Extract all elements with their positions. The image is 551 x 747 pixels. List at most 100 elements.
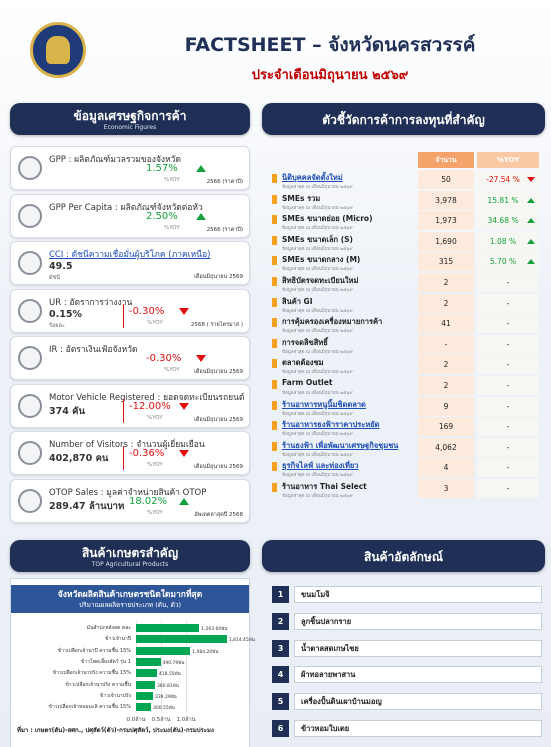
economic-card: UR : อัตราการว่างงาน 0.15% ร้อยละ -0.30% %YO… <box>10 288 250 333</box>
item-number: 1 <box>272 586 289 603</box>
x-tick-label: 1.0ล้าน <box>176 717 196 723</box>
row-yoy: - <box>477 334 539 354</box>
row-yoy: - <box>477 479 539 498</box>
card-yoy-unit: %YOY <box>164 224 180 231</box>
section-header <box>10 540 250 572</box>
row-name: ร้านธงฟ้า เพื่อพัฒนาเศรษฐกิจชุมชน <box>282 440 399 450</box>
bar <box>136 691 153 700</box>
row-yoy: - <box>477 417 539 437</box>
economic-card: IR : อัตราเงินเฟ้อจังหวัด -0.30% %YOY เดือน… <box>10 336 250 380</box>
card-value: 402,870 คน <box>49 453 109 464</box>
value-label: 1,084.20พัน <box>192 649 219 655</box>
row-note: ข้อมูลล่าสุด ณ เดือนมิถุนายน ๒๕๖๙ <box>282 308 353 314</box>
row-yoy: -27.54 % <box>477 170 539 189</box>
card-period: เดือนมิถุนายน 2569 <box>193 464 243 470</box>
row-bullet <box>272 318 277 328</box>
row-bullet <box>272 297 277 307</box>
row-value: - <box>418 334 474 354</box>
card-label: OTOP Sales : มูลค่าจำหน่ายสินค้า OTOP <box>49 487 207 498</box>
card-yoy-unit: %YOY <box>147 319 163 326</box>
card-value-unit: ร้อยละ <box>49 322 65 329</box>
value-label: 418.55พัน <box>158 672 181 678</box>
row-bullet <box>272 483 277 492</box>
card-label: Motor Vehicle Registered : ยอดจดทะเบียนร… <box>49 392 245 403</box>
card-period: 2566 (ราคาปี) <box>206 179 243 185</box>
row-yoy: - <box>477 437 539 457</box>
card-yoy-unit: %YOY <box>164 177 180 183</box>
card-icon <box>18 346 42 370</box>
row-note: ข้อมูลล่าสุด ณ เดือนมิถุนายน ๒๕๖๙ <box>282 452 353 458</box>
economic-card: Motor Vehicle Registered : ยอดจดทะเบียนร… <box>10 383 250 428</box>
card-period: 2568 ( รายไตรมาส ) <box>190 321 243 328</box>
divider <box>123 303 124 328</box>
row-name: Farm Outlet <box>282 378 333 387</box>
trend-arrow <box>527 218 535 224</box>
trend-arrow <box>527 197 535 203</box>
section-title: ข้อมูลเศรษฐกิจการค้า <box>73 109 187 123</box>
row-yoy: - <box>477 396 539 416</box>
section-subtitle: Economic Figures <box>103 124 157 131</box>
item-name: ขนมโมจิ <box>294 586 542 603</box>
row-value: 50 <box>418 170 474 189</box>
row-yoy: 1.08 % <box>477 231 539 251</box>
card-icon <box>18 441 42 465</box>
row-value: 4,062 <box>418 437 474 457</box>
row-name: ร้านอาหารธงฟ้าราคาประหยัด <box>282 420 380 430</box>
x-tick-label: 0.5ล้าน <box>151 717 171 723</box>
row-name: ตลาดต้องชม <box>282 358 324 368</box>
trend-arrow <box>179 402 189 410</box>
card-icon <box>18 156 42 180</box>
logo-emblem <box>46 36 70 64</box>
row-name: SMEs ขนาดเล็ก (S) <box>282 234 353 244</box>
trend-arrow <box>196 165 206 172</box>
chart-box: จังหวัดผลิตสินค้าเกษตรชนิดใดมากที่สุด ปริ… <box>10 578 255 747</box>
trend-arrow <box>196 355 206 362</box>
value-label: 1,814.45พัน <box>228 638 255 644</box>
row-value: 3 <box>418 479 474 498</box>
card-value: 289.47 ล้านบาท <box>49 500 125 512</box>
economic-card: Number of Visitors : จำนวนผู้เยี่ยมเยือน… <box>10 431 250 475</box>
category-label: ข้าวเปลือกเจ้านาปรัง ความชื้น <box>65 681 131 688</box>
row-name: ร้านอาหาร Thai Select <box>282 482 367 491</box>
row-note: ข้อมูลล่าสุด ณ เดือนมิถุนายน ๒๕๖๙ <box>282 226 353 232</box>
category-label: ข้าวโพดเลี้ยงสัตว์ รุ่น 1 <box>81 658 131 665</box>
row-value: 1,690 <box>418 231 474 251</box>
item-number: 3 <box>272 639 289 657</box>
row-yoy: 15.81 % <box>477 190 539 210</box>
card-label: CCI : ดัชนีความเชื่อมั่นผู้บริโภค (ภาคเห… <box>49 250 211 260</box>
row-yoy: - <box>477 458 539 478</box>
row-note: ข้อมูลล่าสุด ณ เดือนมิถุนายน ๒๕๖๙ <box>282 267 353 273</box>
trend-arrow <box>179 497 189 505</box>
item-number: 6 <box>272 720 289 737</box>
bar <box>136 680 156 689</box>
row-yoy: - <box>477 293 539 313</box>
row-bullet <box>272 277 277 286</box>
row-value: 2 <box>418 273 474 292</box>
section-header <box>10 103 250 135</box>
row-note: ข้อมูลล่าสุด ณ เดือนมิถุนายน ๒๕๖๙ <box>282 473 353 479</box>
item-name: ผ้าทอลายพาสาน <box>294 666 542 684</box>
row-bullet <box>272 338 277 348</box>
economic-card: GPP Per Capita : ผลิตภัณฑ์จังหวัดต่อหัว 2… <box>10 193 250 238</box>
page-title: FACTSHEET – จังหวัดนครสวรรค์ <box>184 34 476 56</box>
row-note: ข้อมูลล่าสุด ณ เดือนมิถุนายน ๒๕๖๙ <box>282 185 353 190</box>
item-name: ข้าวหอมใบเตย <box>294 720 542 737</box>
row-name: สินค้า GI <box>282 296 313 306</box>
chart-source: ที่มา : เกษตร(ตัน)-สศก., ปศุสัตว์(ตัว)-ก… <box>17 727 214 734</box>
row-value: 2 <box>418 293 474 313</box>
category-label: ข้าวเปลือกเจ้านาปรัง ความชื้น 15% <box>52 670 131 677</box>
trend-arrow <box>527 177 535 182</box>
card-period: เดือนมิถุนายน 2569 <box>193 416 243 423</box>
card-yoy: 18.02% <box>129 495 168 507</box>
card-yoy: -0.36% <box>129 448 165 459</box>
row-name: สิทธิบัตรจดทะเบียนใหม่ <box>282 276 359 285</box>
row-note: ข้อมูลล่าสุด ณ เดือนมิถุนายน ๒๕๖๙ <box>282 246 353 252</box>
row-name: ร้านอาหารหนูนิ้มชิดตลาด <box>282 399 366 409</box>
card-yoy-unit: %YOY <box>164 367 180 373</box>
card-period: 2566 (ราคาปี) <box>206 226 243 233</box>
row-name: การคุ้มครองเครื่องหมายการค้า <box>282 317 383 327</box>
row-bullet <box>272 215 277 225</box>
column-header: จำนวน <box>418 152 474 168</box>
bar <box>136 669 157 678</box>
row-note: ข้อมูลล่าสุด ณ เดือนมิถุนายน ๒๕๖๙ <box>282 411 353 417</box>
